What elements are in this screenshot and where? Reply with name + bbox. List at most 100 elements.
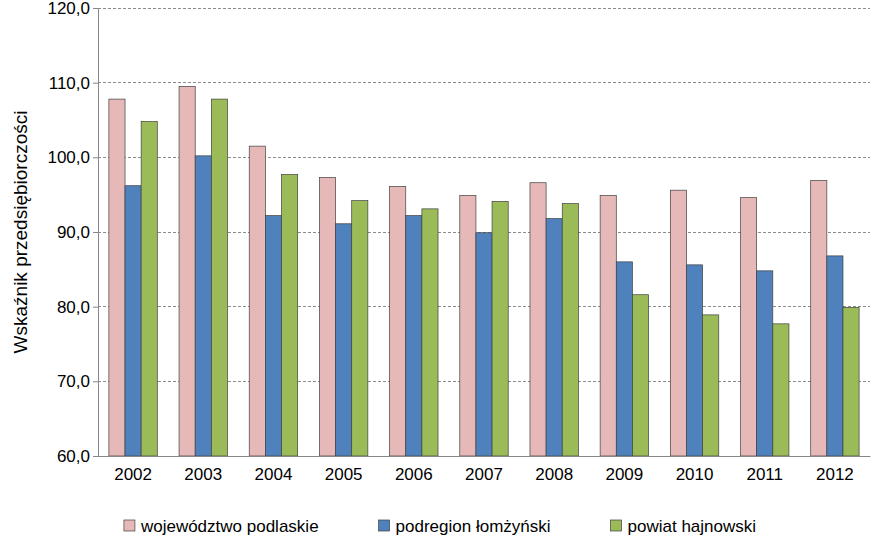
x-tick: 2010 (676, 456, 714, 484)
y-tick: 120,0 (47, 0, 98, 18)
bar (249, 146, 265, 456)
y-tick-label: 60,0 (57, 447, 90, 466)
grid-line (98, 82, 870, 83)
x-tick-label: 2012 (816, 465, 854, 484)
bar (632, 295, 648, 456)
x-tick: 2003 (184, 456, 222, 484)
x-tick: 2009 (605, 456, 643, 484)
bar (179, 86, 195, 456)
bar (109, 99, 125, 456)
bar (686, 265, 702, 456)
y-tick-mark (93, 157, 98, 158)
y-tick-label: 90,0 (57, 223, 90, 242)
y-tick-label: 100,0 (47, 148, 90, 167)
x-tick: 2005 (325, 456, 363, 484)
x-tick: 2004 (255, 456, 293, 484)
bar (282, 175, 298, 456)
bar (141, 121, 157, 456)
x-tick-label: 2003 (184, 465, 222, 484)
legend-swatch (611, 520, 622, 531)
bar (352, 201, 368, 456)
legend: województwo podlaskie podregion łomżyński… (124, 517, 756, 536)
y-tick-mark (93, 307, 98, 308)
x-tick-label: 2002 (114, 465, 152, 484)
bar (773, 324, 789, 456)
bar (530, 183, 546, 456)
y-tick: 60,0 (57, 447, 98, 466)
legend-label: województwo podlaskie (140, 517, 319, 536)
series (125, 156, 843, 456)
bar (741, 198, 757, 456)
y-tick-label: 110,0 (49, 74, 90, 93)
y-tick: 70,0 (57, 372, 98, 391)
legend-label: powiat hajnowski (628, 517, 757, 536)
y-tick: 80,0 (57, 298, 98, 317)
x-tick-label: 2006 (395, 465, 433, 484)
x-tick: 2012 (816, 456, 854, 484)
y-tick-label: 80,0 (57, 298, 90, 317)
legend-item: województwo podlaskie (124, 517, 319, 536)
bar (336, 224, 352, 456)
x-tick: 2011 (746, 456, 783, 484)
y-tick-mark (93, 232, 98, 233)
x-tick-label: 2005 (325, 465, 363, 484)
bar (476, 233, 492, 456)
x-tick-label: 2011 (746, 465, 783, 484)
x-tick-label: 2004 (255, 465, 293, 484)
chart: 60,070,080,090,0100,0110,0120,0200220032… (0, 0, 880, 542)
y-tick-mark (93, 381, 98, 382)
bar (211, 99, 227, 456)
y-tick-label: 70,0 (57, 372, 90, 391)
grid-line (98, 8, 870, 9)
legend-label: podregion łomżyński (396, 517, 551, 536)
y-tick: 110,0 (49, 74, 98, 93)
bar (616, 262, 632, 456)
y-tick-mark (93, 8, 98, 9)
x-tick: 2002 (114, 456, 152, 484)
y-axis-title: Wskaźnik przedsiębiorczości (10, 111, 31, 354)
grid (98, 8, 870, 456)
bar (319, 177, 335, 456)
bar (492, 201, 508, 456)
bar (670, 190, 686, 456)
x-axis: 2002 2003 2004 2005 2006 2007 2008 2009 2010 2011… (99, 456, 871, 484)
plot: 60,070,080,090,0100,0110,0120,0200220032… (47, 0, 870, 484)
y-tick-label: 120,0 (47, 0, 90, 18)
bar (546, 219, 562, 456)
y-axis: 60,0 70,0 80,0 90,0 100,0 110,0 120,0 (47, 0, 98, 466)
x-axis-line (99, 456, 871, 457)
x-tick-label: 2010 (676, 465, 714, 484)
x-tick: 2008 (535, 456, 573, 484)
x-tick: 2006 (395, 456, 433, 484)
y-tick-mark (93, 83, 98, 84)
bar (460, 195, 476, 456)
y-tick: 90,0 (57, 223, 98, 242)
x-tick: 2007 (465, 456, 503, 484)
x-tick-label: 2008 (535, 465, 573, 484)
bar (125, 186, 141, 456)
bar (811, 180, 827, 456)
bar (827, 256, 843, 456)
y-tick: 100,0 (47, 148, 98, 167)
bars (109, 86, 859, 456)
legend-swatch (124, 520, 135, 531)
x-tick-label: 2009 (605, 465, 643, 484)
series (109, 86, 827, 456)
bar (422, 209, 438, 456)
legend-item: podregion łomżyński (379, 517, 551, 536)
bar (757, 271, 773, 456)
y-axis-line (98, 9, 99, 457)
bar (265, 216, 281, 456)
bar (195, 156, 211, 456)
x-tick-label: 2007 (465, 465, 503, 484)
bar (406, 216, 422, 456)
bar (390, 186, 406, 456)
bar (843, 307, 859, 456)
legend-item: powiat hajnowski (611, 517, 757, 536)
series (141, 99, 859, 456)
y-tick-mark (93, 456, 98, 457)
bar (703, 315, 719, 456)
bar (562, 204, 578, 456)
legend-swatch (379, 520, 390, 531)
bar (600, 195, 616, 456)
